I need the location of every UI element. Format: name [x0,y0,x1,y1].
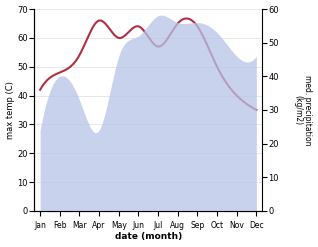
Y-axis label: max temp (C): max temp (C) [5,81,15,139]
X-axis label: date (month): date (month) [114,232,182,242]
Y-axis label: med. precipitation
(kg/m2): med. precipitation (kg/m2) [293,75,313,145]
